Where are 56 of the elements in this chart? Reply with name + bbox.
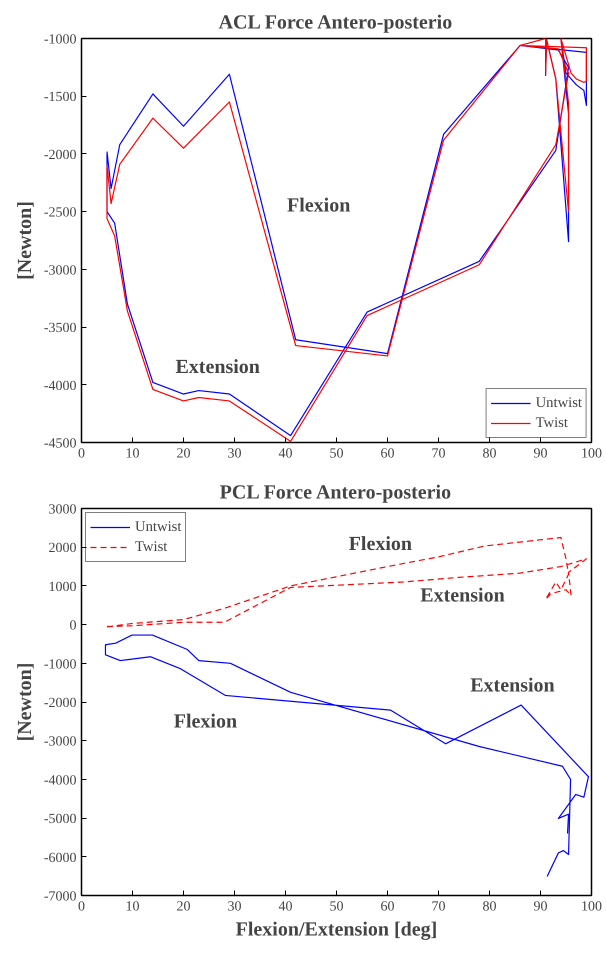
x-tick-label: 10 xyxy=(126,900,140,914)
x-tick-label: 20 xyxy=(176,446,190,462)
x-tick-label: 100 xyxy=(581,446,602,462)
legend-label: Twist xyxy=(536,414,568,432)
x-tick-label: 30 xyxy=(228,446,242,462)
legend-label: Untwist xyxy=(536,394,582,412)
x-tick-label: 60 xyxy=(380,900,394,914)
y-tick-label: -7000 xyxy=(44,890,77,904)
x-tick-label: 50 xyxy=(330,900,344,914)
y-tick-label: -2500 xyxy=(44,206,77,221)
legend-label: Twist xyxy=(135,538,168,556)
y-tick-label: 3000 xyxy=(48,502,76,518)
y-tick-label: -1500 xyxy=(44,90,77,106)
x-tick-label: 60 xyxy=(380,446,394,462)
y-tick-label: -4000 xyxy=(44,378,77,394)
chart-title: ACL Force Antero-posterio xyxy=(218,12,452,34)
y-tick-label: -5000 xyxy=(44,812,77,828)
x-tick-label: 20 xyxy=(176,900,190,914)
x-tick-label: 70 xyxy=(432,900,446,914)
x-tick-label: 80 xyxy=(482,446,496,462)
y-tick-label: 1000 xyxy=(48,580,76,595)
x-axis-title: Flexion/Extension [deg] xyxy=(236,918,438,940)
y-tick-label: -2000 xyxy=(44,148,77,163)
x-tick-label: 40 xyxy=(278,446,292,462)
annotation: Extension xyxy=(420,584,505,607)
y-tick-label: -4000 xyxy=(44,773,77,788)
line-series xyxy=(104,634,590,878)
annotation: Extension xyxy=(175,356,260,378)
y-axis-title: [Newton] xyxy=(14,662,36,742)
legend-label: Untwist xyxy=(135,518,182,536)
x-tick-label: 10 xyxy=(126,446,140,462)
y-tick-label: 0 xyxy=(70,618,76,634)
y-tick-label: -3000 xyxy=(44,734,77,750)
y-tick-label: -3500 xyxy=(44,321,77,336)
chart-title: PCL Force Antero-posterio xyxy=(220,482,452,504)
annotation: Flexion xyxy=(348,533,412,556)
y-tick-label: -3000 xyxy=(44,263,77,278)
annotation: Extension xyxy=(470,674,555,697)
x-tick-label: 40 xyxy=(278,900,292,914)
y-tick-label: -1000 xyxy=(44,32,77,48)
x-tick-label: 30 xyxy=(228,900,242,914)
y-tick-label: -4500 xyxy=(44,436,77,452)
x-tick-label: 100 xyxy=(581,900,602,914)
y-tick-label: -6000 xyxy=(44,850,77,866)
x-tick-label: 90 xyxy=(534,900,548,914)
x-tick-label: 70 xyxy=(432,446,446,462)
x-tick-label: 80 xyxy=(482,900,496,914)
x-tick-label: 90 xyxy=(534,446,548,462)
annotation: Flexion xyxy=(286,194,350,216)
x-tick-label: 50 xyxy=(330,446,344,462)
y-tick-label: 2000 xyxy=(48,541,76,556)
y-tick-label: -1000 xyxy=(44,657,77,672)
annotation: Flexion xyxy=(174,710,238,733)
y-tick-label: -2000 xyxy=(44,696,77,711)
line-series xyxy=(106,536,587,628)
y-axis-title: [Newton] xyxy=(14,201,36,280)
